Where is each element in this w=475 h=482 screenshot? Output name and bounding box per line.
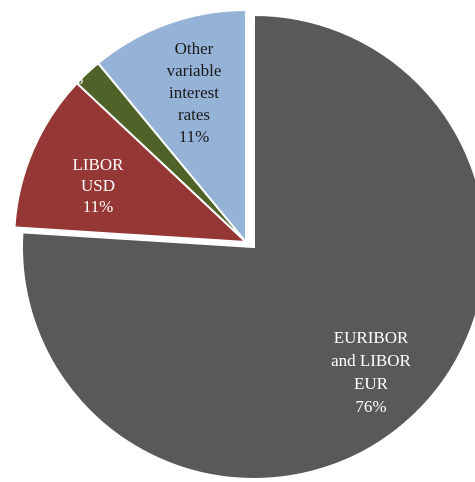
- slice-name-line: USD: [81, 176, 115, 195]
- slice-name-line: CHF: [55, 48, 88, 67]
- slice-label-libor-chf: LIBOR CHF 2%: [47, 27, 99, 88]
- slice-label-other-variable-interest-rates: Other variable interest rates 11%: [167, 39, 222, 146]
- pie-slice-libor-usd: [13, 81, 249, 244]
- slice-name-line: interest: [169, 83, 219, 102]
- slice-name-line: EUR: [354, 374, 389, 393]
- slice-name-line: LIBOR: [73, 155, 125, 174]
- slice-percent-label: 11%: [179, 127, 210, 146]
- slice-label-euribor-and-libor-eur: EURIBOR and LIBOR EUR 76%: [331, 328, 411, 416]
- slice-percent-label: 11%: [83, 197, 114, 216]
- slice-name-line: variable: [167, 61, 222, 80]
- slice-label-libor-usd: LIBOR USD 11%: [73, 155, 125, 216]
- slice-name-line: EURIBOR: [334, 328, 409, 347]
- pie-slice-other-variable-interest-rates: [96, 8, 247, 245]
- slice-name-line: rates: [178, 105, 210, 124]
- slice-name-line: LIBOR: [47, 27, 99, 46]
- slice-percent-label: 76%: [355, 397, 386, 416]
- slice-percent-label: 2%: [61, 69, 84, 88]
- slice-name-line: Other: [175, 39, 214, 58]
- pie-slice-euribor-and-libor-eur: [21, 13, 475, 480]
- slice-name-line: and LIBOR: [331, 351, 411, 370]
